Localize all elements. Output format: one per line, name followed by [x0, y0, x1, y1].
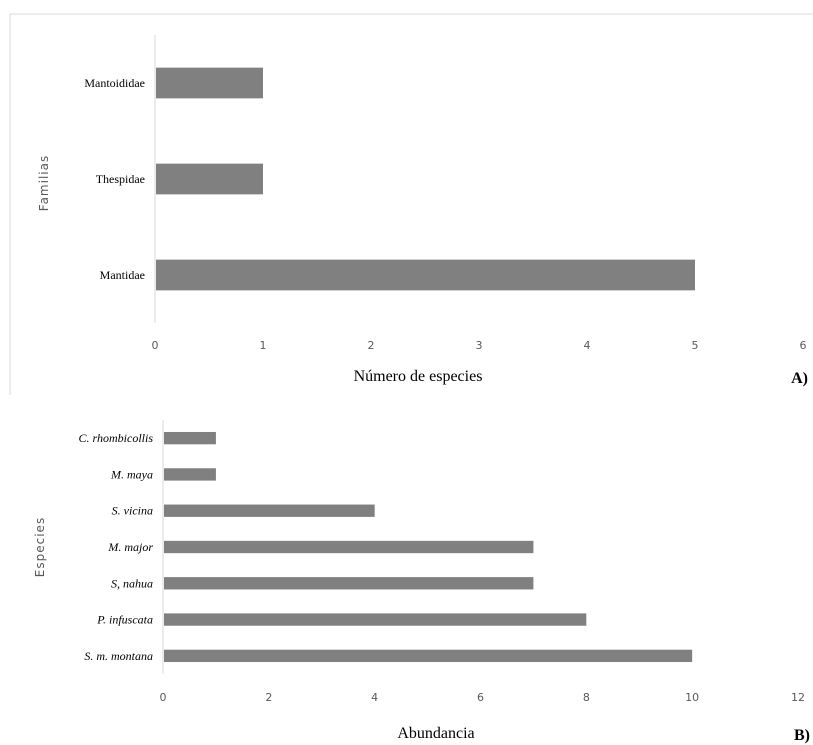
panel-a-y-axis-label: Familias	[37, 155, 51, 211]
panel-a-label: A)	[791, 370, 808, 387]
panel-b-bar-s-nahua	[164, 577, 534, 590]
panel-a-category-label: Mantidae	[100, 268, 145, 282]
panel-a-bars	[156, 67, 695, 291]
panel-b-bars	[164, 431, 693, 663]
panel-a-bar-mantidae	[156, 259, 695, 291]
panel-a-x-tick-label: 2	[368, 339, 375, 352]
panel-b-bar-s-m-montana	[164, 649, 693, 663]
panel-a-category-label: Thespidae	[96, 172, 145, 186]
panel-a-x-tick-label: 6	[800, 339, 807, 352]
panel-b-category-label: S. m. montana	[84, 649, 153, 663]
panel-b-x-tick-label: 10	[685, 691, 699, 704]
panel-b-bar-m-maya	[164, 468, 216, 481]
panel-a-category-label: Mantoididae	[84, 76, 145, 90]
panel-a-x-tick-labels: 0 1 2 3 4 5 6	[152, 339, 807, 352]
panel-a-x-tick-label: 4	[584, 339, 591, 352]
panel-b-category-label: S, nahua	[111, 576, 153, 590]
panel-b-category-label: P. infuscata	[96, 613, 153, 627]
panel-b-category-label: M. major	[107, 540, 153, 554]
panel-b-category-label: C. rhombicollis	[79, 431, 154, 445]
panel-b-bar-m-major	[164, 540, 534, 554]
panel-a-category-labels: Mantoididae Thespidae Mantidae	[84, 76, 145, 282]
panel-a-chart: Mantoididae Thespidae Mantidae 0 1 2 3 4 5 6 Fam…	[37, 35, 808, 387]
panel-b-x-tick-label: 0	[160, 691, 167, 704]
panel-b-bar-p-infuscata	[164, 613, 587, 626]
panel-b-x-tick-label: 6	[477, 691, 484, 704]
panel-b-label: B)	[794, 727, 810, 744]
panel-a-x-tick-label: 3	[476, 339, 483, 352]
panel-a-x-axis-label: Número de especies	[354, 368, 483, 385]
panel-b-x-tick-label: 2	[265, 691, 272, 704]
panel-b-category-label: M. maya	[110, 467, 153, 481]
panel-b-x-tick-labels: 0 2 4 6 8 10 12	[160, 691, 806, 704]
panel-b-chart: C. rhombicollis M. maya S. vicina M. major S…	[33, 420, 810, 744]
panel-b-y-axis-label: Especies	[33, 517, 47, 577]
panel-b-x-tick-label: 12	[791, 691, 805, 704]
panel-a-x-tick-label: 0	[152, 339, 159, 352]
panel-b-x-tick-label: 8	[583, 691, 590, 704]
panel-b-x-tick-label: 4	[371, 691, 378, 704]
panel-b-category-label: S. vicina	[112, 504, 153, 518]
panel-a-x-tick-label: 5	[692, 339, 699, 352]
panel-b-bar-s-vicina	[164, 504, 375, 517]
panel-b-x-axis-label: Abundancia	[397, 725, 474, 742]
panel-b-category-labels: C. rhombicollis M. maya S. vicina M. major S…	[79, 431, 154, 663]
panel-a-bar-thespidae	[156, 163, 263, 195]
panel-b-bar-c-rhombicollis	[164, 431, 216, 445]
panel-a-bar-mantoididae	[156, 67, 263, 99]
panel-a-x-tick-label: 1	[260, 339, 267, 352]
